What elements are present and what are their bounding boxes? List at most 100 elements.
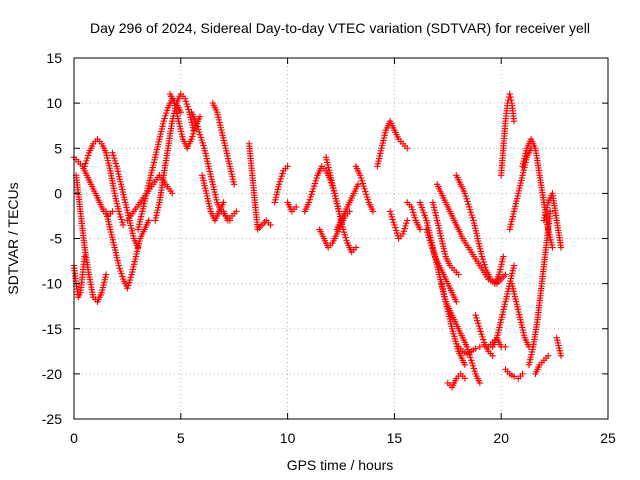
x-tick-label: 10 xyxy=(280,430,296,446)
data-point xyxy=(455,271,462,278)
series-arc-13 xyxy=(209,99,238,188)
data-point xyxy=(231,181,238,188)
x-tick-label: 20 xyxy=(493,430,509,446)
data-point xyxy=(480,336,487,343)
data-point xyxy=(391,221,398,229)
data-point xyxy=(389,216,396,223)
x-axis-label: GPS time / hours xyxy=(287,457,394,473)
data-point xyxy=(500,253,507,260)
data-point xyxy=(464,198,471,205)
data-point xyxy=(388,213,396,221)
data-markers xyxy=(70,90,565,391)
series-arc-14 xyxy=(220,208,240,224)
series-arc-23 xyxy=(374,117,411,170)
data-point xyxy=(195,128,203,136)
y-tick-label: 5 xyxy=(54,140,62,156)
data-point xyxy=(116,265,123,272)
y-tick-label: -10 xyxy=(42,276,62,292)
data-point xyxy=(115,208,123,215)
data-point xyxy=(468,211,475,219)
data-point xyxy=(145,217,152,224)
data-point xyxy=(392,224,399,231)
data-point xyxy=(278,173,285,180)
data-point xyxy=(477,328,484,335)
data-point xyxy=(404,217,411,224)
data-point xyxy=(185,106,192,113)
data-point xyxy=(362,188,369,195)
data-point xyxy=(482,264,489,271)
series-arc-20 xyxy=(322,154,360,256)
data-point xyxy=(428,242,435,249)
data-point xyxy=(342,234,349,241)
data-point xyxy=(404,145,411,152)
data-point xyxy=(468,357,475,364)
data-point xyxy=(220,199,227,206)
data-point xyxy=(309,188,316,195)
data-point xyxy=(357,174,365,182)
data-point xyxy=(352,244,360,251)
data-point xyxy=(310,182,318,190)
data-point xyxy=(284,163,291,170)
data-point xyxy=(343,237,350,244)
data-point xyxy=(465,203,473,211)
data-point xyxy=(364,196,372,203)
data-point xyxy=(275,181,283,188)
data-point xyxy=(339,226,347,233)
data-point xyxy=(464,346,472,353)
x-tick-label: 5 xyxy=(177,430,185,446)
data-point xyxy=(411,214,419,221)
data-point xyxy=(125,279,133,286)
series-arc-25 xyxy=(404,199,424,233)
y-tick-label: 0 xyxy=(54,185,62,201)
data-point xyxy=(502,271,509,278)
series-arc-4 xyxy=(81,136,127,229)
data-point xyxy=(118,270,125,277)
data-point xyxy=(399,230,407,238)
data-point xyxy=(233,208,240,215)
series-arc-28 xyxy=(429,199,462,278)
data-point xyxy=(110,152,117,159)
data-point xyxy=(489,352,496,360)
x-tick-label: 0 xyxy=(70,430,78,446)
series-arc-22 xyxy=(352,163,377,215)
data-point xyxy=(426,237,434,244)
data-point xyxy=(305,199,313,206)
series-arc-27 xyxy=(423,226,460,305)
series-arc-35 xyxy=(489,262,518,350)
data-point xyxy=(453,298,460,305)
data-point xyxy=(392,227,400,234)
y-tick-label: -20 xyxy=(42,366,62,382)
data-point xyxy=(82,160,89,167)
data-point xyxy=(408,203,415,211)
data-point xyxy=(341,231,349,239)
data-point xyxy=(479,333,486,341)
data-point xyxy=(194,123,201,130)
data-point xyxy=(189,133,196,140)
data-point xyxy=(423,226,430,233)
data-point xyxy=(161,115,168,122)
data-point xyxy=(124,284,131,292)
series-arc-29 xyxy=(438,280,484,387)
data-point xyxy=(360,182,367,190)
data-point xyxy=(84,154,91,162)
data-point xyxy=(199,139,206,147)
series-arc-36 xyxy=(498,90,518,179)
data-point xyxy=(109,149,116,156)
data-point xyxy=(387,210,395,218)
chart-title: Day 296 of 2024, Sidereal Day-to-day VTE… xyxy=(90,20,590,36)
data-point xyxy=(277,175,284,183)
data-point xyxy=(467,354,474,361)
data-point xyxy=(424,231,432,239)
data-point xyxy=(507,93,514,101)
data-point xyxy=(81,163,88,170)
data-point xyxy=(363,191,370,198)
data-point xyxy=(430,250,438,258)
data-point xyxy=(369,208,377,215)
y-tick-label: -15 xyxy=(42,321,62,337)
data-point xyxy=(463,343,471,350)
data-point xyxy=(427,239,434,247)
series-arc-16 xyxy=(271,163,291,206)
data-point xyxy=(340,228,348,236)
data-point xyxy=(461,375,469,382)
